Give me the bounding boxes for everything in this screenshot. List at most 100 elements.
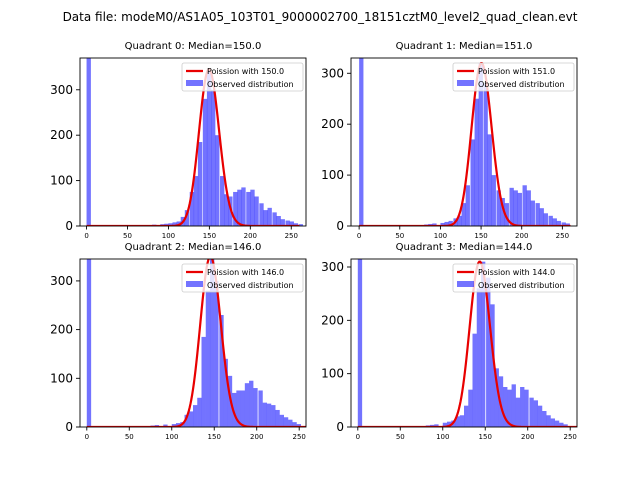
x-tick-label: 150 <box>203 232 216 240</box>
x-tick-label: 50 <box>396 433 405 441</box>
histogram-bar <box>550 418 555 427</box>
histogram-bar <box>254 196 259 226</box>
histogram-bar <box>289 221 294 226</box>
histogram-bar <box>280 219 285 226</box>
panel-quadrant-1: Quadrant 1: Median=151.0 0 100 200 300 0 50 100… <box>321 41 578 240</box>
x-tick-label: 250 <box>293 433 306 441</box>
histogram-bar <box>215 135 220 226</box>
histogram-bar <box>189 191 195 226</box>
y-tick-label: 300 <box>321 66 344 80</box>
plot-area <box>357 259 577 427</box>
histogram-bar <box>476 288 482 427</box>
legend-box <box>181 263 304 293</box>
panel-quadrant-3: Quadrant 3: Median=144.0 0 100 200 300 0 50 100… <box>321 242 578 441</box>
histogram-bar <box>206 69 212 226</box>
histogram-bar <box>267 207 272 226</box>
legend-box <box>181 62 304 92</box>
histogram-bar <box>533 400 539 427</box>
x-tick-label: 0 <box>84 232 88 240</box>
legend-label-poisson: Poission with 146.0 <box>207 268 284 277</box>
legend-patch-swatch <box>457 281 474 287</box>
histogram-bar <box>530 200 535 226</box>
histogram-bar <box>276 216 281 226</box>
histogram-bar <box>442 422 448 427</box>
histogram-bar <box>258 390 263 427</box>
histogram-bar <box>86 58 91 226</box>
histogram-bar <box>552 218 557 226</box>
legend-patch-swatch <box>186 80 203 86</box>
y-tick-label: 100 <box>321 168 344 182</box>
histogram-bar <box>249 380 254 427</box>
poisson-curve <box>86 259 306 427</box>
histogram-bar <box>465 185 470 226</box>
histogram-bar <box>272 212 277 226</box>
histogram-bar <box>464 405 469 427</box>
histogram-bar <box>201 336 206 427</box>
histogram-bar <box>491 175 496 226</box>
legend-box <box>452 62 575 92</box>
histogram-bar <box>524 389 529 427</box>
legend: Poission with 144.0 Observed distribution <box>452 263 575 293</box>
x-tick-label: 250 <box>556 232 569 240</box>
histogram-bar <box>202 98 208 226</box>
histogram-bar <box>556 220 561 226</box>
x-tick-label: 200 <box>515 232 528 240</box>
histogram-bar <box>220 176 225 226</box>
x-tick-label: 200 <box>521 433 534 441</box>
histogram-bar <box>250 189 255 226</box>
y-tick-label: 100 <box>50 371 73 385</box>
poisson-curve <box>86 68 300 226</box>
histogram-bar <box>262 402 268 427</box>
histogram-bar <box>444 221 449 226</box>
histogram-bar <box>496 190 501 226</box>
x-tick-label: 250 <box>285 232 298 240</box>
histogram-bar <box>197 397 202 427</box>
x-tick-label: 100 <box>165 433 178 441</box>
histogram-bar <box>513 190 518 226</box>
histogram-bar <box>565 223 570 226</box>
histogram-bar <box>478 63 483 226</box>
x-tick-label: 0 <box>357 232 361 240</box>
plot-area <box>359 58 571 226</box>
poisson-curve <box>359 61 571 226</box>
histogram-bar <box>559 422 564 427</box>
histogram-bar <box>271 405 276 427</box>
x-tick-label: 0 <box>356 433 360 441</box>
histogram-bar <box>184 210 190 226</box>
axes-frame <box>350 57 578 227</box>
axes-frame <box>79 57 307 227</box>
legend-label-poisson: Poission with 144.0 <box>478 268 555 277</box>
histogram-bar <box>211 89 216 226</box>
y-tick-label: 0 <box>65 219 73 233</box>
legend-label-observed: Observed distribution <box>207 80 294 89</box>
panel-title: Quadrant 1: Median=151.0 <box>396 41 533 52</box>
panel-quadrant-2: Quadrant 2: Median=146.0 0 100 200 300 0 50 100… <box>50 242 307 441</box>
histogram-bar <box>193 405 198 427</box>
histogram-bar <box>163 424 168 427</box>
histogram-bar <box>253 388 258 427</box>
panel-title: Quadrant 2: Median=146.0 <box>125 242 262 253</box>
panel-title: Quadrant 0: Median=150.0 <box>125 41 262 52</box>
y-tick-label: 100 <box>321 367 344 381</box>
histogram-bar <box>470 139 475 226</box>
histogram-bar <box>563 424 568 427</box>
legend: Poission with 146.0 Observed distribution <box>181 263 304 293</box>
histogram-bar <box>293 223 299 226</box>
histogram-bar <box>474 98 479 226</box>
x-tick-label: 100 <box>436 433 449 441</box>
histogram-bar <box>526 190 531 226</box>
histogram-bar <box>359 58 364 226</box>
histogram-bar <box>447 421 452 427</box>
x-tick-label: 0 <box>85 433 89 441</box>
legend-label-observed: Observed distribution <box>478 80 565 89</box>
histogram-bar <box>168 223 173 226</box>
histogram-bar <box>504 203 509 226</box>
histogram-bar <box>209 259 215 427</box>
histogram-bar <box>275 409 280 427</box>
histogram-bar <box>500 198 505 226</box>
y-tick-label: 300 <box>50 274 73 288</box>
x-tick-label: 150 <box>208 433 221 441</box>
histogram-bar <box>535 203 540 226</box>
x-tick-label: 150 <box>479 433 492 441</box>
histogram-bar <box>537 405 543 427</box>
